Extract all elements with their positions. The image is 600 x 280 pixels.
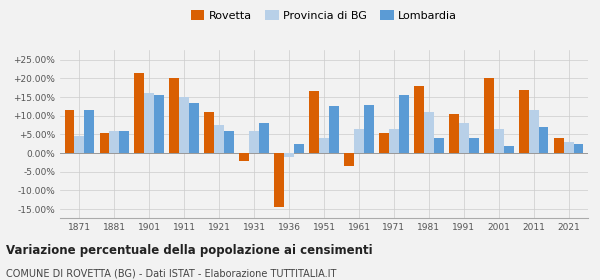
Bar (259, 123, 269, 153)
Bar (574, 144, 583, 153)
Bar (529, 110, 539, 153)
Bar (154, 95, 164, 153)
Bar (144, 93, 154, 153)
Bar (179, 97, 189, 153)
Bar (224, 131, 234, 153)
Bar (134, 73, 144, 153)
Bar (274, 153, 284, 207)
Bar (494, 129, 504, 153)
Bar (329, 106, 338, 153)
Text: Variazione percentuale della popolazione ai censimenti: Variazione percentuale della popolazione… (6, 244, 373, 256)
Bar (424, 112, 434, 153)
Bar (169, 78, 179, 153)
Bar (539, 127, 548, 153)
Text: COMUNE DI ROVETTA (BG) - Dati ISTAT - Elaborazione TUTTITALIA.IT: COMUNE DI ROVETTA (BG) - Dati ISTAT - El… (6, 269, 337, 279)
Bar (504, 146, 514, 153)
Legend: Rovetta, Provincia di BG, Lombardia: Rovetta, Provincia di BG, Lombardia (187, 6, 461, 25)
Bar (379, 132, 389, 153)
Bar (294, 144, 304, 153)
Bar (65, 110, 74, 153)
Bar (469, 138, 479, 153)
Bar (414, 86, 424, 153)
Bar (554, 138, 564, 153)
Bar (284, 153, 294, 157)
Bar (364, 104, 374, 153)
Bar (189, 103, 199, 153)
Bar (109, 131, 119, 153)
Bar (310, 92, 319, 153)
Bar (249, 131, 259, 153)
Bar (459, 123, 469, 153)
Bar (84, 110, 94, 153)
Bar (399, 95, 409, 153)
Bar (519, 90, 529, 153)
Bar (564, 142, 574, 153)
Bar (434, 138, 443, 153)
Bar (74, 136, 84, 153)
Bar (205, 112, 214, 153)
Bar (449, 114, 459, 153)
Bar (100, 132, 109, 153)
Bar (214, 125, 224, 153)
Bar (344, 153, 354, 166)
Bar (354, 129, 364, 153)
Bar (319, 138, 329, 153)
Bar (119, 131, 129, 153)
Bar (484, 78, 494, 153)
Bar (239, 153, 249, 160)
Bar (389, 129, 399, 153)
